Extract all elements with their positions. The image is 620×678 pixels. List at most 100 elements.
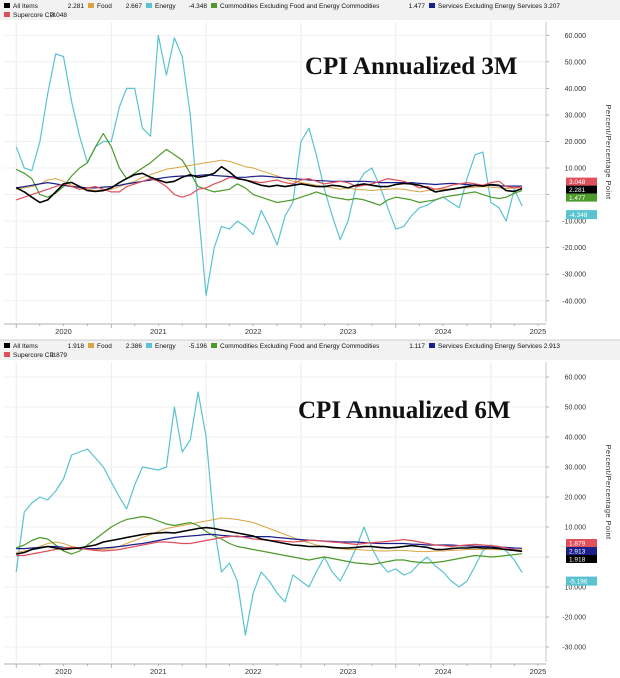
legend-item: Services Excluding Energy Services 3.207 bbox=[429, 3, 560, 10]
legend-label: Food bbox=[97, 3, 112, 10]
last-value-box bbox=[566, 576, 597, 586]
series-line-supercore bbox=[16, 176, 523, 201]
legend-item: Food 2.667 bbox=[88, 3, 142, 10]
x-tick-label: 2024 bbox=[435, 667, 452, 676]
last-value-tag: 1.918 bbox=[566, 555, 597, 563]
legend-label: Services Excluding Energy Services bbox=[438, 343, 543, 350]
legend-value: 2.913 bbox=[544, 343, 561, 350]
legend-label: Energy bbox=[155, 3, 176, 10]
y-tick-label: -30.000 bbox=[562, 645, 586, 652]
y-tick-label: 40.000 bbox=[565, 86, 587, 93]
last-value-tag: 1.879 bbox=[566, 539, 597, 547]
y-tick-label: -10.000 bbox=[562, 219, 586, 226]
y-tick-label: 20.000 bbox=[565, 139, 587, 146]
chart-title: CPI Annualized 6M bbox=[298, 397, 511, 424]
chart-panel-2: All Items 1.918 Food 2.386 Energy -5.196 Commo… bbox=[0, 340, 620, 678]
y-tick-label: -40.000 bbox=[562, 298, 586, 305]
x-tick-label: 2025 bbox=[530, 667, 547, 676]
y-tick-label: 50.000 bbox=[565, 405, 587, 412]
y-tick-label: 10.000 bbox=[565, 166, 587, 173]
last-value-box bbox=[566, 210, 597, 220]
y-tick-label: 30.000 bbox=[565, 112, 587, 119]
legend-bar bbox=[0, 0, 620, 20]
last-value-tag: -5.196 bbox=[566, 576, 597, 586]
y-tick-label: -20.000 bbox=[562, 615, 586, 622]
legend-swatch bbox=[88, 343, 94, 348]
legend-value: -4.348 bbox=[189, 3, 208, 10]
x-tick-label: 2022 bbox=[245, 327, 262, 336]
last-value-box bbox=[566, 193, 597, 202]
x-tick-label: 2021 bbox=[150, 327, 167, 336]
legend-swatch bbox=[429, 343, 435, 348]
legend-value: 3.048 bbox=[51, 12, 68, 19]
legend-value: 1.879 bbox=[51, 352, 68, 359]
last-value-tag: 1.477 bbox=[566, 193, 597, 202]
legend-label: Food bbox=[97, 343, 112, 350]
legend-label: Supercore CPI bbox=[13, 352, 56, 359]
x-tick-label: 2021 bbox=[150, 667, 167, 676]
last-value-text: 2.913 bbox=[569, 548, 586, 555]
last-value-tag: 2.913 bbox=[566, 547, 597, 555]
legend-swatch bbox=[429, 3, 435, 8]
series-line-commodities_ex_food_energy bbox=[15, 132, 523, 206]
legend-value: 1.918 bbox=[68, 343, 85, 350]
y-axis-label: Percent/Percentage Point bbox=[604, 104, 613, 200]
y-tick-label: 10.000 bbox=[565, 585, 587, 592]
legend-bar bbox=[0, 340, 620, 360]
y-axis-label: Percent/Percentage Point bbox=[604, 444, 613, 540]
y-tick-label: 20.000 bbox=[565, 495, 587, 502]
legend-label: Energy bbox=[155, 343, 176, 350]
chart-title: CPI Annualized 3M bbox=[305, 53, 518, 80]
y-tick-label: 30.000 bbox=[565, 465, 587, 472]
legend-value: 2.386 bbox=[126, 343, 143, 350]
legend-value: 3.207 bbox=[544, 3, 561, 10]
last-value-text: 1.477 bbox=[569, 195, 586, 202]
legend-item: Energy -5.196 bbox=[146, 343, 207, 350]
last-value-box bbox=[566, 555, 597, 563]
last-value-text: 1.879 bbox=[569, 540, 586, 547]
legend-item: All Items 2.281 bbox=[4, 3, 84, 10]
legend-swatch bbox=[211, 343, 217, 348]
legend-swatch bbox=[211, 3, 217, 8]
legend-swatch bbox=[146, 3, 152, 8]
legend: All Items 2.281 Food 2.667 Energy -4.348 Commo… bbox=[4, 3, 560, 19]
last-value-text: 1.918 bbox=[569, 556, 586, 563]
x-tick-label: 2024 bbox=[435, 327, 452, 336]
legend: All Items 1.918 Food 2.386 Energy -5.196 Commo… bbox=[4, 343, 560, 359]
series-line-services_ex_energy bbox=[16, 174, 523, 189]
legend-value: 1.477 bbox=[409, 3, 426, 10]
series-line-commodities_ex_food_energy bbox=[15, 515, 523, 566]
y-tick-label: 40.000 bbox=[565, 435, 587, 442]
last-value-text: -4.348 bbox=[569, 212, 588, 219]
legend-label: All Items bbox=[13, 343, 39, 350]
y-tick-label: 60.000 bbox=[565, 33, 587, 40]
y-tick-label: 10.000 bbox=[565, 525, 587, 532]
last-value-tag: 2.281 bbox=[566, 185, 597, 194]
legend-swatch bbox=[88, 3, 94, 8]
legend-swatch bbox=[4, 352, 10, 357]
legend-swatch bbox=[4, 12, 10, 17]
legend-item: Services Excluding Energy Services 2.913 bbox=[429, 343, 560, 350]
legend-item: All Items 1.918 bbox=[4, 343, 84, 350]
legend-label: All Items bbox=[13, 3, 39, 10]
legend-label: Services Excluding Energy Services bbox=[438, 3, 543, 10]
legend-label: Supercore CPI bbox=[13, 12, 56, 19]
y-tick-label: 50.000 bbox=[565, 59, 587, 66]
legend-item: Commodities Excluding Food and Energy Co… bbox=[211, 3, 425, 10]
panel-background bbox=[0, 0, 620, 340]
legend-item: Energy -4.348 bbox=[146, 3, 207, 10]
x-tick-label: 2020 bbox=[55, 667, 72, 676]
last-value-text: -5.196 bbox=[569, 578, 588, 585]
last-value-box bbox=[566, 185, 597, 194]
last-value-tag: 3.048 bbox=[566, 177, 597, 186]
panel-background bbox=[0, 340, 620, 678]
legend-swatch bbox=[4, 3, 10, 8]
y-tick-label: -20.000 bbox=[562, 245, 586, 252]
last-value-text: 3.048 bbox=[569, 179, 586, 186]
last-value-tag: -4.348 bbox=[566, 210, 597, 220]
legend-value: 1.117 bbox=[409, 343, 425, 350]
x-tick-label: 2023 bbox=[340, 327, 357, 336]
last-value-box bbox=[566, 539, 597, 547]
